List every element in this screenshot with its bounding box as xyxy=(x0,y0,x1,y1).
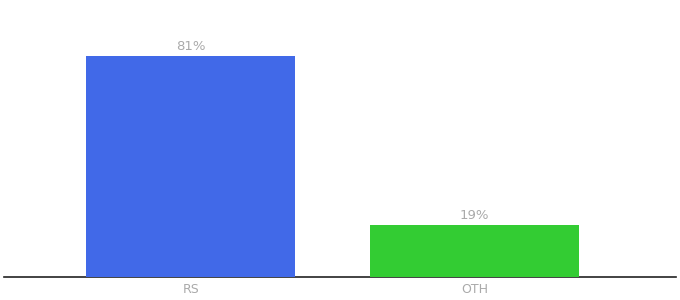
Text: 19%: 19% xyxy=(460,209,489,222)
Bar xyxy=(86,56,295,277)
Text: 81%: 81% xyxy=(176,40,205,53)
Bar xyxy=(370,225,579,277)
